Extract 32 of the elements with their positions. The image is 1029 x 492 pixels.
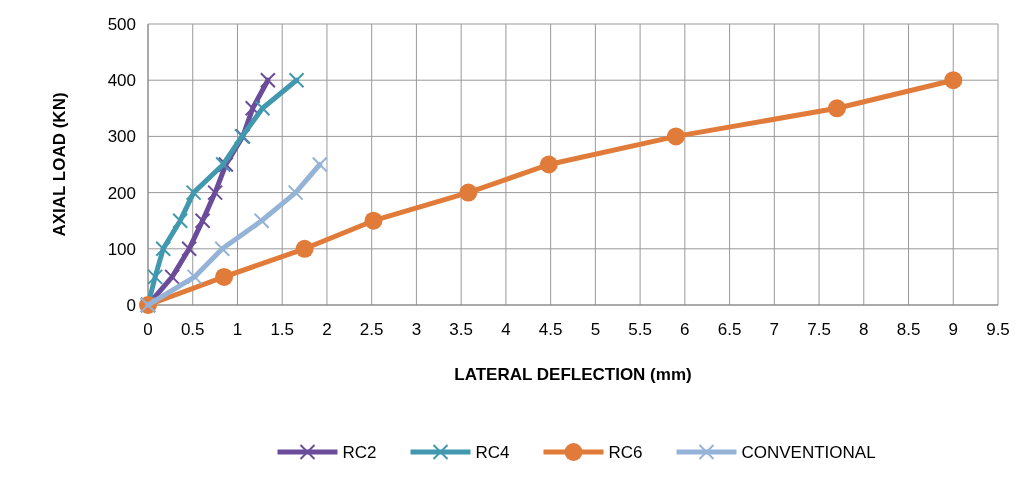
y-tick-label: 200	[107, 183, 136, 203]
x-tick-label: 8.5	[896, 320, 921, 339]
x-tick-label: 1	[232, 320, 243, 339]
legend-label: RC6	[608, 443, 643, 462]
legend-label: RC2	[342, 443, 377, 462]
y-tick-label: 400	[107, 71, 136, 91]
y-tick-label: 0	[126, 296, 136, 315]
x-tick-label: 6.5	[717, 320, 742, 339]
y-axis-title: AXIAL LOAD (KN)	[50, 92, 69, 237]
x-tick-label: 3	[411, 320, 422, 339]
x-tick-label: 4.5	[538, 320, 563, 339]
y-tick-label: 300	[107, 127, 136, 147]
x-tick-label: 5.5	[628, 320, 652, 339]
y-tick-label: 500	[107, 15, 136, 34]
x-tick-label: 4	[501, 320, 511, 339]
x-tick-label: 5	[590, 320, 601, 339]
x-tick-label: 6	[680, 320, 690, 339]
x-tick-label: 0	[143, 320, 153, 339]
x-tick-label: 9	[948, 320, 958, 339]
x-tick-label: 8	[859, 320, 869, 339]
x-tick-label: 7.5	[807, 320, 831, 339]
x-tick-label: 1.5	[270, 320, 295, 339]
legend-label: CONVENTIONAL	[741, 443, 876, 462]
legend-label: RC4	[475, 443, 510, 462]
y-tick-label: 100	[107, 239, 136, 259]
x-tick-label: 0.5	[180, 320, 205, 339]
x-tick-label: 7	[769, 320, 780, 339]
x-tick-label: 9.5	[986, 320, 1010, 339]
x-tick-label: 3.5	[449, 320, 473, 339]
x-tick-label: 2	[322, 320, 332, 339]
x-axis-title: LATERAL DEFLECTION (mm)	[454, 365, 692, 384]
x-tick-label: 2.5	[359, 320, 384, 339]
